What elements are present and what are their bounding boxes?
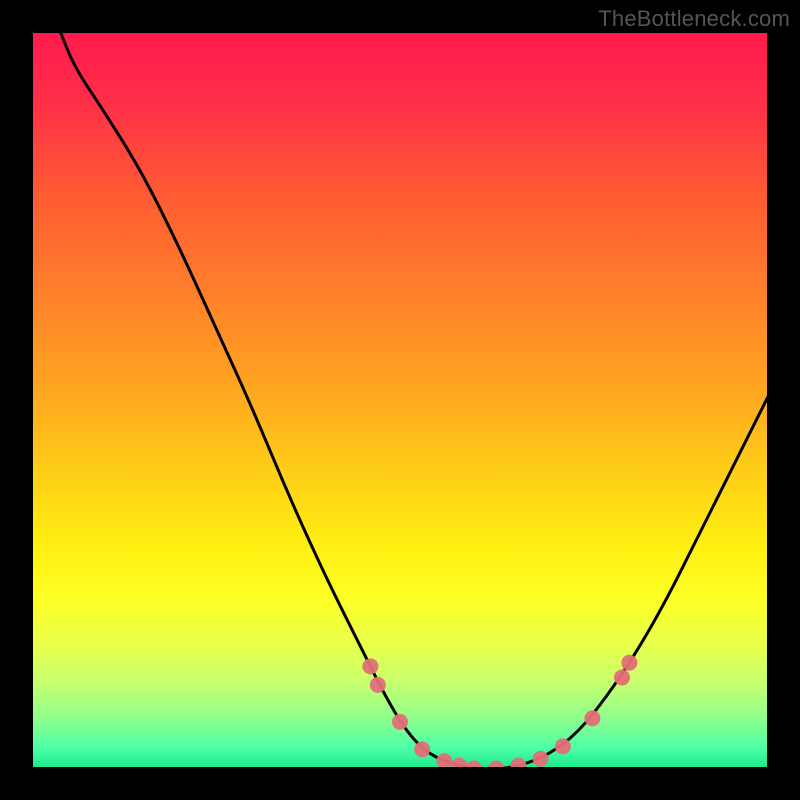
curve-marker (370, 677, 386, 693)
curve-marker (584, 710, 600, 726)
curve-marker (414, 741, 430, 757)
curve-marker (362, 658, 378, 674)
curve-marker (621, 655, 637, 671)
curve-marker (533, 751, 549, 767)
curve-marker (392, 714, 408, 730)
bottleneck-chart (0, 0, 800, 800)
plot-gradient-background (30, 30, 770, 770)
curve-marker (614, 670, 630, 686)
curve-marker (436, 753, 452, 769)
curve-marker (555, 738, 571, 754)
watermark-text: TheBottleneck.com (598, 6, 790, 32)
